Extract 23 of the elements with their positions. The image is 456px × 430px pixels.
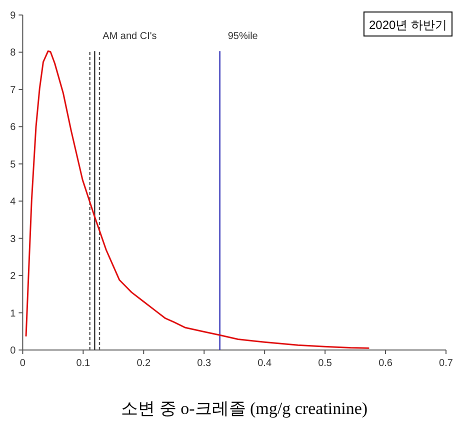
x-tick-label: 0.7 xyxy=(439,358,454,369)
y-tick-label: 8 xyxy=(10,48,16,59)
y-tick-label: 5 xyxy=(10,159,16,170)
x-tick-label: 0.5 xyxy=(318,358,332,369)
chart-title: 2020년 하반기 xyxy=(368,18,447,32)
x-tick-label: 0.3 xyxy=(197,358,212,369)
x-tick-label: 0.2 xyxy=(136,358,152,369)
x-axis-title: 소변 중 o-크레졸 (mg/g creatinine) xyxy=(121,399,368,418)
x-tick-label: 0.4 xyxy=(258,358,272,369)
ref-line-label: 95%ile xyxy=(228,31,258,42)
y-tick-label: 0 xyxy=(10,346,16,356)
y-tick-label: 6 xyxy=(10,122,16,134)
y-tick-label: 9 xyxy=(10,10,16,22)
ref-line-label: AM and CI's xyxy=(102,31,157,42)
y-tick-label: 2 xyxy=(10,271,16,282)
x-tick-label: 0 xyxy=(20,358,26,369)
x-tick-label: 0.1 xyxy=(76,358,91,369)
x-tick-label: 0.6 xyxy=(378,358,393,369)
y-tick-label: 3 xyxy=(10,234,16,245)
y-tick-label: 7 xyxy=(10,84,16,96)
y-tick-label: 1 xyxy=(10,308,16,320)
line-series xyxy=(25,50,370,349)
y-tick-label: 4 xyxy=(10,196,16,208)
